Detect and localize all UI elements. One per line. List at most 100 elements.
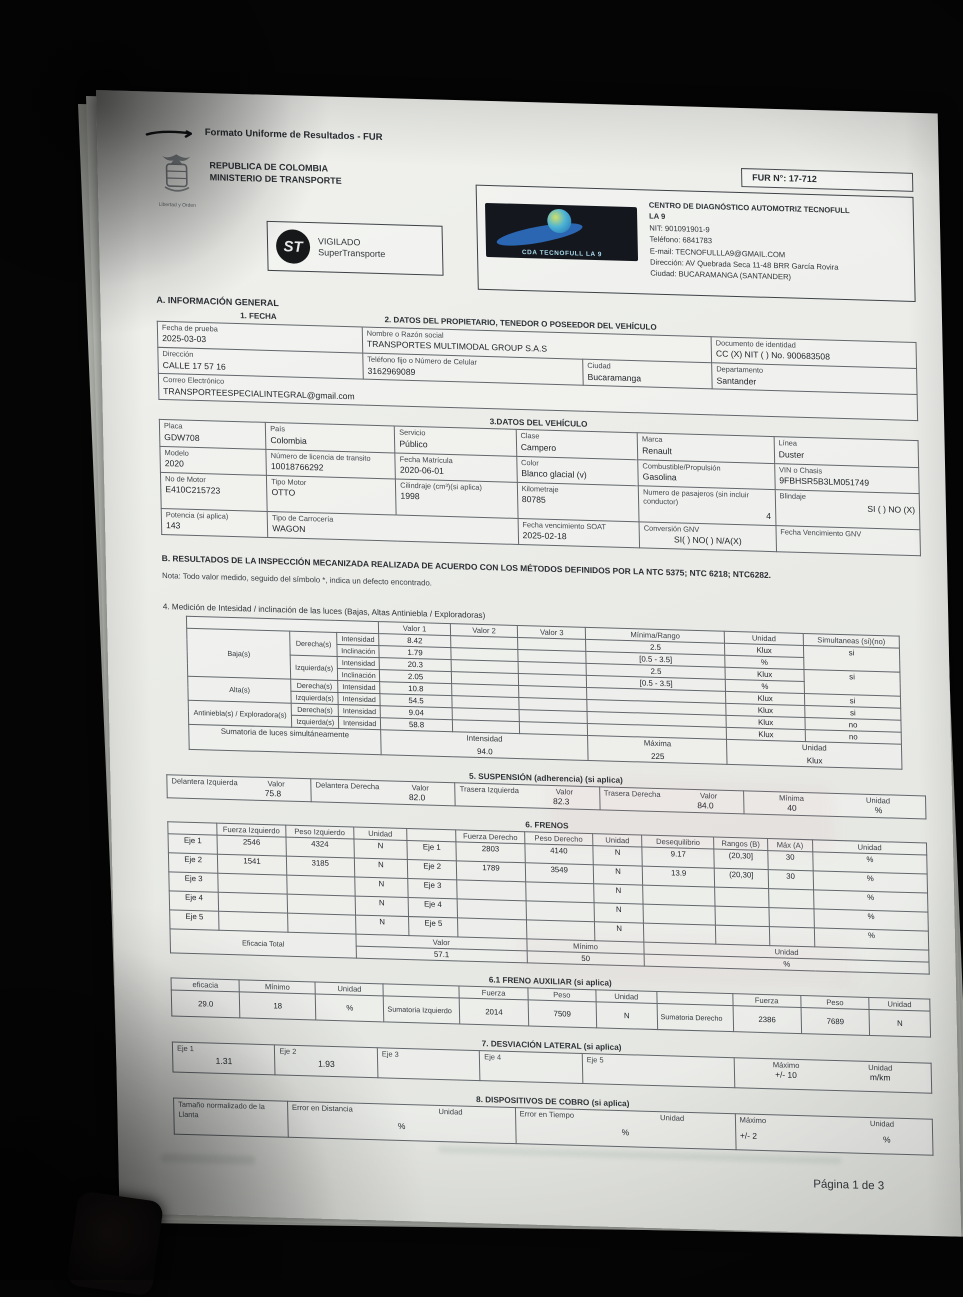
center-phone: Teléfono: 6841783 <box>649 234 713 246</box>
sumatoria-maxima-value: 225 <box>650 751 665 762</box>
desequilibrio: 13.9 <box>642 865 715 887</box>
fecha-header: 1. FECHA <box>240 310 277 321</box>
pen-mark-icon <box>145 130 193 138</box>
unidad-value: N <box>596 1001 658 1030</box>
susp-minima-v: 40 <box>787 802 797 813</box>
group-altas: Alta(s) <box>187 676 292 704</box>
eje-label: Eje 5 <box>586 1054 604 1065</box>
field-value: Renault <box>642 445 672 457</box>
maximo-v: +/- 10 <box>775 1069 797 1080</box>
field-value: SI( ) NO( ) N/A(X) <box>673 534 742 547</box>
minimo-value: 18 <box>239 991 316 1020</box>
maximo-v: +/- 2 <box>739 1130 758 1141</box>
cda-globe-shape <box>547 208 572 234</box>
supertransporte-logo-icon: ST <box>275 229 311 265</box>
unidad-v: m/km <box>869 1071 891 1083</box>
sumatoria-unidad-header: Unidad <box>801 742 827 753</box>
susp-label: Trasera Derecha <box>603 788 661 799</box>
eficacia-total-label: Eficacia Total <box>170 928 357 958</box>
ministry-line2: MINISTERIO DE TRANSPORTE <box>209 172 342 187</box>
vehicle-table: Placa GDW708 País Colombia Servicio Público… <box>158 419 921 557</box>
field-potencia: Potencia (si aplica) 143 <box>161 508 268 538</box>
eje-value: 1.93 <box>317 1058 335 1069</box>
eje-label: Eje 1 <box>168 833 218 855</box>
unidad: N <box>355 895 409 917</box>
susp-minima-h: Mínima <box>778 793 805 803</box>
simultaneas-cell: si <box>803 645 901 673</box>
field-gnv-vencimiento: Fecha Vencimiento GNV <box>775 525 921 556</box>
susp-value: 82.0 <box>408 791 426 803</box>
field-value: OTTO <box>271 487 296 499</box>
desv-eje5: Eje 5 <box>582 1053 735 1088</box>
fuerza-der: 2803 <box>456 841 525 863</box>
eje-label: Eje 3 <box>407 878 458 899</box>
coat-caption: Libertad y Orden <box>158 201 197 209</box>
unidad-h: Unidad <box>660 1113 685 1123</box>
tamano-label: Tamaño normalizado de la Llanta <box>178 1099 265 1119</box>
rangos: (20,30] <box>714 867 769 889</box>
peso-izq: 4324 <box>285 836 355 858</box>
maximo-h: Máximo <box>739 1115 767 1126</box>
field-value: Público <box>399 438 428 450</box>
susp-del-der: Delantera Derecha Valor 82.0 <box>310 778 456 806</box>
unidad-h: Unidad <box>438 1106 463 1117</box>
form-title: Formato Uniforme de Resultados - FUR <box>204 127 383 144</box>
unidad: N <box>592 845 643 866</box>
frenos-table: Fuerza Izquierdo Peso Izquierdo Unidad F… <box>167 821 930 975</box>
field-vin: VIN o Chasis 9FBHSR5B3LM051749 <box>774 463 920 494</box>
susp-label: Delantera Izquierda <box>171 776 238 788</box>
simultaneas-cell: si <box>803 669 901 697</box>
ink-bleedthrough <box>160 1153 256 1166</box>
group-bajas: Baja(s) <box>186 628 292 680</box>
susp-value: 75.8 <box>264 787 282 799</box>
field-cilindraje: Cilindraje (cm³)(si aplica) 1998 <box>395 478 518 519</box>
unidad: N <box>594 902 644 924</box>
field-carroceria: Tipo de Carrocería WAGON <box>267 511 519 545</box>
desequilibrio: 9.17 <box>642 846 715 868</box>
dark-object <box>65 1190 165 1297</box>
eje-label: Eje 4 <box>484 1052 502 1062</box>
field-modelo: Modelo 2020 <box>159 446 267 476</box>
center-city: Ciudad: BUCARAMANGA (SANTANDER) <box>650 268 792 282</box>
field-color: Color Blanco glacial (v) <box>516 455 639 486</box>
document-header: Libertad y Orden REPUBLICA DE COLOMBIA M… <box>153 152 916 302</box>
eje-label: Eje 2 <box>407 859 458 880</box>
unidad: N <box>353 838 408 860</box>
peso-value: 7509 <box>527 999 597 1028</box>
susp-label: Delantera Derecha <box>315 780 380 792</box>
field-label: Fecha Vencimiento GNV <box>780 526 862 539</box>
header-right: FUR N°: 17-712 CDA TECNOFULL LA 9 CENTRO… <box>475 161 916 302</box>
field-servicio: Servicio Público <box>394 426 517 456</box>
field-no-motor: No de Motor E410C215723 <box>160 472 268 512</box>
unidad: N <box>355 914 409 936</box>
sumatoria-label: Sumatoria de luces simultáneamente <box>188 724 382 755</box>
eje-label: Eje 5 <box>408 916 459 937</box>
susp-tra-izq: Trasera Izquierda Valor 82.3 <box>455 782 600 810</box>
max-a: 30 <box>767 869 814 890</box>
unidad-value: N <box>869 1009 931 1038</box>
field-kilometraje: Kilometraje 80785 <box>517 482 640 522</box>
field-value: Duster <box>778 449 805 460</box>
desv-eje1: Eje 1 1.31 <box>172 1041 276 1075</box>
diagnostic-center-info: CENTRO DE DIAGNÓSTICO AUTOMOTRIZ TECNOFU… <box>649 199 851 284</box>
center-name-line1: CENTRO DE DIAGNÓSTICO AUTOMOTRIZ TECNOFU… <box>648 200 850 216</box>
sumatoria-intensidad-value: 94.0 <box>476 746 493 757</box>
government-identity: Libertad y Orden REPUBLICA DE COLOMBIA M… <box>153 152 476 217</box>
field-value: 2020-06-01 <box>399 464 444 477</box>
sumatoria-maxima-header: Máxima <box>643 738 672 749</box>
fuerza-value: 2014 <box>459 997 529 1026</box>
vigilado-line2: SuperTransporte <box>318 247 386 260</box>
unidad-v: % <box>621 1126 630 1138</box>
error-distancia-label: Error en Distancia <box>291 1102 353 1114</box>
peso-der: 4140 <box>524 843 594 865</box>
susp-del-izq: Delantera Izquierda Valor 75.8 <box>166 774 312 802</box>
susp-minima-unidad: Mínima Unidad 40 % <box>743 790 926 819</box>
fur-document-sheet: Formato Uniforme de Resultados - FUR Lib… <box>96 90 962 1237</box>
field-ciudad: Ciudad Bucaramanga <box>582 359 713 389</box>
cda-tecnofull-logo-icon: CDA TECNOFULL LA 9 <box>484 202 639 262</box>
field-combustible: Combustible/Propulsión Gasolina <box>637 459 775 490</box>
field-value: 1998 <box>400 491 420 502</box>
sumatoria-unidad-value: Klux <box>806 755 823 766</box>
vigilado-label: VIGILADO SuperTransporte <box>318 236 386 260</box>
